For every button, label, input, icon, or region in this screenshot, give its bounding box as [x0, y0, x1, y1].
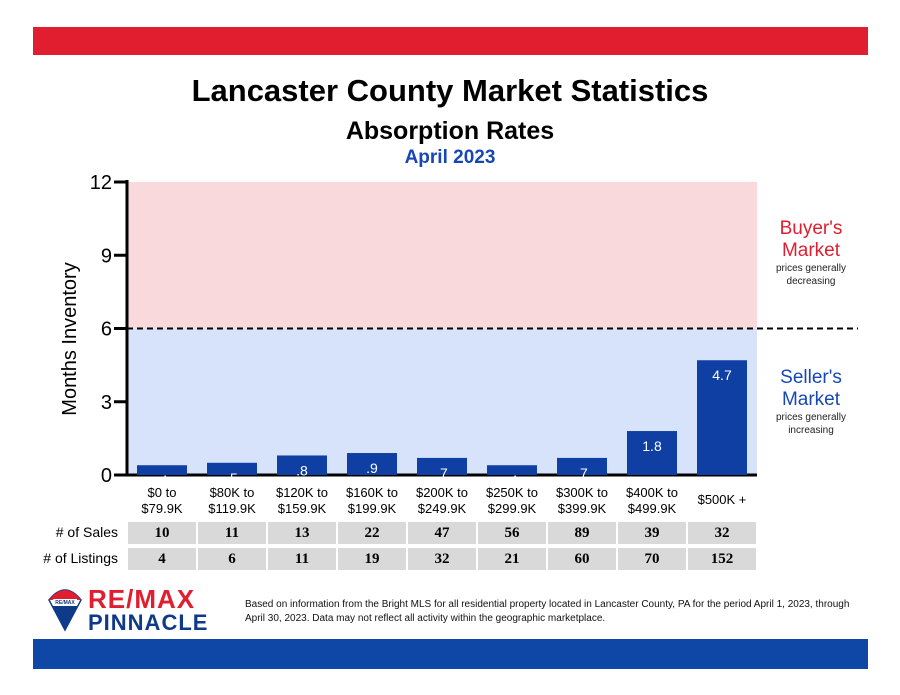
sellers-market-label: Seller's Market prices generally increas…: [741, 367, 881, 437]
table-cell: 39: [618, 522, 686, 544]
x-category-label: $250K to: [486, 485, 538, 500]
table-cell: 11: [268, 548, 336, 570]
data-source-footnote: Based on information from the Bright MLS…: [245, 599, 850, 624]
top-red-band: [33, 27, 868, 55]
table-cell: 21: [478, 548, 546, 570]
table-row-label: # of Listings: [43, 550, 118, 566]
y-tick-label: 6: [101, 319, 112, 341]
bar-value-label: .5: [226, 470, 238, 486]
table-cell: 89: [548, 522, 616, 544]
bar-value-label: .4: [506, 472, 518, 488]
remax-balloon-logo: RE/MAX: [48, 589, 82, 632]
bar: [697, 360, 747, 475]
bar-value-label: 4.7: [712, 367, 732, 383]
y-tick-label: 12: [90, 172, 112, 194]
bar-value-label: .4: [156, 472, 168, 488]
logo-pinnacle-text: PINNACLE: [88, 610, 209, 635]
x-category-label: $200K to: [416, 485, 468, 500]
table-row-label: # of Sales: [55, 524, 118, 540]
table-cell: 6: [198, 548, 266, 570]
sellers-market-note1: prices generally: [775, 412, 847, 423]
sellers-market-note2: increasing: [788, 425, 834, 436]
bar: [277, 455, 327, 475]
y-axis-label: Months Inventory: [59, 262, 81, 416]
bar: [137, 465, 187, 475]
bar-value-label: .8: [296, 462, 308, 478]
x-category-label: $400K to: [626, 485, 678, 500]
buyer-zone: [127, 182, 757, 329]
x-category-label: $0 to: [148, 485, 177, 500]
buyers-market-title2: Market: [781, 240, 841, 261]
table-cell: 32: [688, 522, 756, 544]
buyers-market-label: Buyer's Market prices generally decreasi…: [741, 218, 881, 288]
x-category-label: $199.9K: [348, 501, 397, 516]
logo-remax-text: RE/MAX: [88, 584, 196, 614]
table-cell: 32: [408, 548, 476, 570]
balloon-text: RE/MAX: [55, 600, 75, 606]
bar: [417, 457, 467, 475]
bottom-blue-band: [33, 639, 868, 669]
buyers-market-title: Buyer's: [779, 218, 843, 239]
y-tick-label: 0: [101, 465, 112, 487]
table-cell: 10: [128, 522, 196, 544]
x-category-label: $79.9K: [141, 501, 183, 516]
bar: [347, 453, 397, 475]
bar-value-label: .7: [576, 465, 588, 481]
bar-value-label: .7: [436, 465, 448, 481]
bar: [557, 457, 607, 475]
x-category-label: $159.9K: [278, 501, 327, 516]
bar: [627, 431, 677, 475]
table-cell: 60: [548, 548, 616, 570]
page-title: Lancaster County Market Statistics: [191, 73, 709, 108]
table-cell: 19: [338, 548, 406, 570]
table-cell: 152: [688, 548, 756, 570]
sellers-market-title: Seller's: [780, 367, 842, 388]
sellers-market-title2: Market: [781, 389, 841, 410]
x-category-label: $300K to: [556, 485, 608, 500]
buyers-market-note2: decreasing: [786, 276, 836, 287]
table-cell: 13: [268, 522, 336, 544]
x-category-label: $499.9K: [628, 501, 677, 516]
y-tick-label: 9: [101, 245, 112, 267]
x-category-label: $299.9K: [488, 501, 537, 516]
report-date: April 2023: [404, 147, 496, 168]
table-cell: 70: [618, 548, 686, 570]
table-cell: 56: [478, 522, 546, 544]
x-category-label: $80K to: [210, 485, 255, 500]
bar: [487, 465, 537, 475]
bar-value-label: .9: [366, 460, 378, 476]
x-category-label: $249.9K: [418, 501, 467, 516]
x-category-label: $500K +: [698, 492, 747, 507]
x-category-label: $399.9K: [558, 501, 607, 516]
table-cell: 4: [128, 548, 196, 570]
bar-value-label: 1.8: [642, 438, 662, 454]
y-tick-label: 3: [101, 392, 112, 414]
bar: [207, 462, 257, 475]
x-category-label: $119.9K: [208, 501, 256, 516]
table-cell: 22: [338, 522, 406, 544]
table-cell: 47: [408, 522, 476, 544]
buyers-market-note1: prices generally: [775, 263, 847, 274]
x-category-label: $120K to: [276, 485, 328, 500]
page-subtitle: Absorption Rates: [345, 117, 555, 145]
x-category-label: $160K to: [346, 485, 398, 500]
table-cell: 11: [198, 522, 266, 544]
